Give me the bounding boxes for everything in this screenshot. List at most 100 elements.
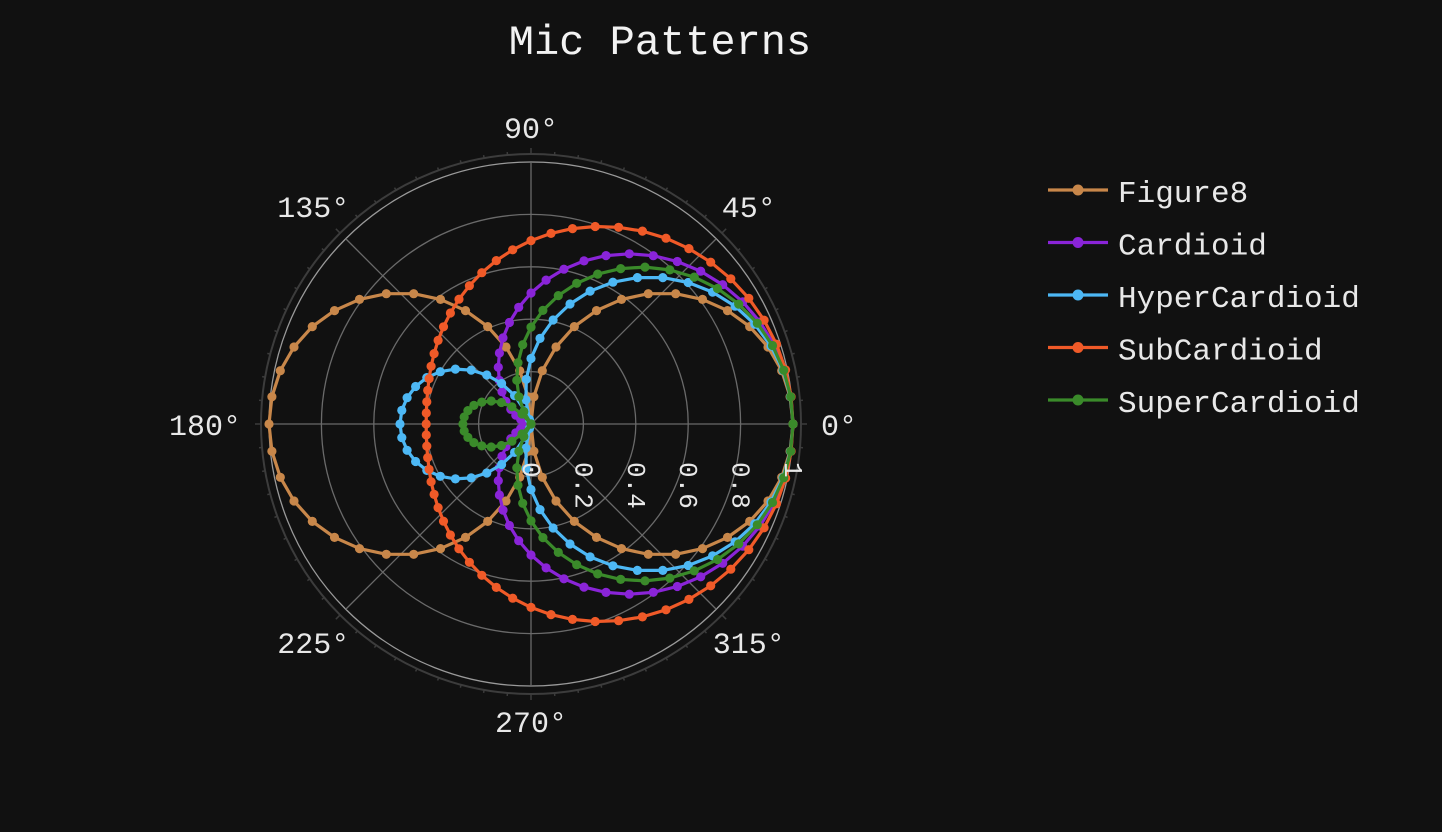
data-point	[438, 322, 449, 332]
angular-minor-tick	[764, 286, 768, 290]
data-point	[559, 574, 569, 584]
angular-tick-label: 0°	[821, 411, 857, 445]
data-point	[632, 273, 643, 283]
data-point	[591, 532, 602, 543]
data-point	[658, 273, 668, 283]
legend-marker	[1072, 394, 1084, 406]
series-supercardioid	[458, 262, 798, 586]
data-point	[329, 306, 340, 316]
data-point	[381, 289, 391, 299]
angular-minor-tick	[283, 537, 287, 541]
data-point	[521, 374, 531, 384]
angular-tick-label: 270°	[495, 708, 567, 742]
data-point	[507, 402, 517, 412]
data-point	[601, 587, 611, 598]
angular-minor-tick	[577, 689, 580, 693]
radial-tick-label: 0.8	[725, 462, 755, 509]
data-point	[497, 459, 507, 470]
data-point	[643, 549, 653, 559]
data-point	[477, 268, 487, 278]
angular-minor-tick	[373, 199, 377, 204]
data-point	[504, 520, 514, 531]
data-point	[526, 602, 536, 613]
data-point	[454, 544, 464, 554]
data-point	[454, 294, 464, 304]
data-point	[616, 574, 626, 585]
radial-tick-label: 0.2	[567, 462, 597, 509]
data-point	[752, 318, 762, 328]
data-point	[537, 366, 547, 376]
data-point	[665, 265, 675, 275]
angular-minor-tick	[459, 684, 462, 688]
data-point	[354, 544, 365, 554]
data-point	[526, 322, 536, 332]
data-point	[421, 430, 431, 440]
data-point	[671, 289, 681, 299]
data-point	[614, 222, 624, 232]
radial-tick-label: 0.6	[672, 462, 702, 509]
data-point	[526, 353, 536, 364]
data-point	[572, 278, 582, 288]
data-point	[608, 561, 618, 571]
legend-marker	[1072, 237, 1084, 248]
legend-item-figure8: Figure8	[1048, 177, 1248, 212]
data-point	[429, 349, 439, 359]
data-point	[466, 473, 476, 483]
data-point	[585, 286, 595, 296]
legend-marker	[1072, 184, 1084, 196]
angular-minor-tick	[665, 657, 669, 661]
data-point	[483, 516, 493, 527]
data-point	[289, 342, 299, 352]
legend-item-supercardioid: SuperCardioid	[1048, 387, 1360, 422]
angular-minor-tick	[393, 657, 397, 661]
data-point	[497, 451, 507, 461]
data-point	[402, 445, 412, 455]
angular-minor-tick	[600, 684, 603, 688]
data-point	[538, 305, 548, 315]
legend-marker	[1072, 342, 1084, 353]
legend-label: HyperCardioid	[1118, 282, 1360, 317]
data-point	[514, 392, 524, 402]
radial-tick-label: 1	[777, 462, 807, 478]
data-point	[551, 342, 561, 352]
data-point	[519, 431, 529, 442]
data-point	[548, 523, 558, 533]
data-point	[637, 612, 648, 622]
angular-minor-tick	[791, 493, 795, 496]
data-point	[460, 532, 471, 543]
data-point	[307, 516, 317, 527]
data-point	[482, 370, 492, 380]
data-point	[526, 236, 536, 246]
data-point	[665, 573, 675, 583]
data-point	[526, 288, 536, 298]
data-point	[726, 274, 736, 284]
angular-minor-tick	[784, 329, 788, 333]
data-point	[307, 322, 317, 332]
data-point	[426, 361, 436, 371]
angular-minor-tick	[775, 537, 779, 541]
angular-tick-label: 135°	[277, 193, 349, 227]
angular-minor-tick	[665, 187, 669, 191]
data-point	[463, 432, 473, 442]
angular-minor-tick	[721, 228, 727, 234]
angular-minor-tick	[622, 167, 626, 171]
data-point	[512, 375, 522, 385]
data-point	[329, 532, 340, 543]
data-point	[535, 333, 545, 343]
data-point	[426, 477, 436, 487]
angular-minor-tick	[644, 668, 648, 672]
angular-gridline	[530, 238, 717, 425]
legend-label: Cardioid	[1118, 230, 1267, 265]
data-point	[569, 516, 579, 527]
data-point	[501, 342, 511, 352]
data-point	[411, 381, 421, 392]
angular-minor-tick	[267, 352, 271, 355]
data-point	[585, 552, 595, 562]
angular-minor-tick	[796, 470, 800, 473]
data-point	[567, 614, 578, 625]
data-point	[567, 224, 578, 234]
angular-minor-tick	[482, 689, 485, 693]
data-point	[526, 550, 536, 560]
angular-minor-tick	[414, 176, 418, 180]
